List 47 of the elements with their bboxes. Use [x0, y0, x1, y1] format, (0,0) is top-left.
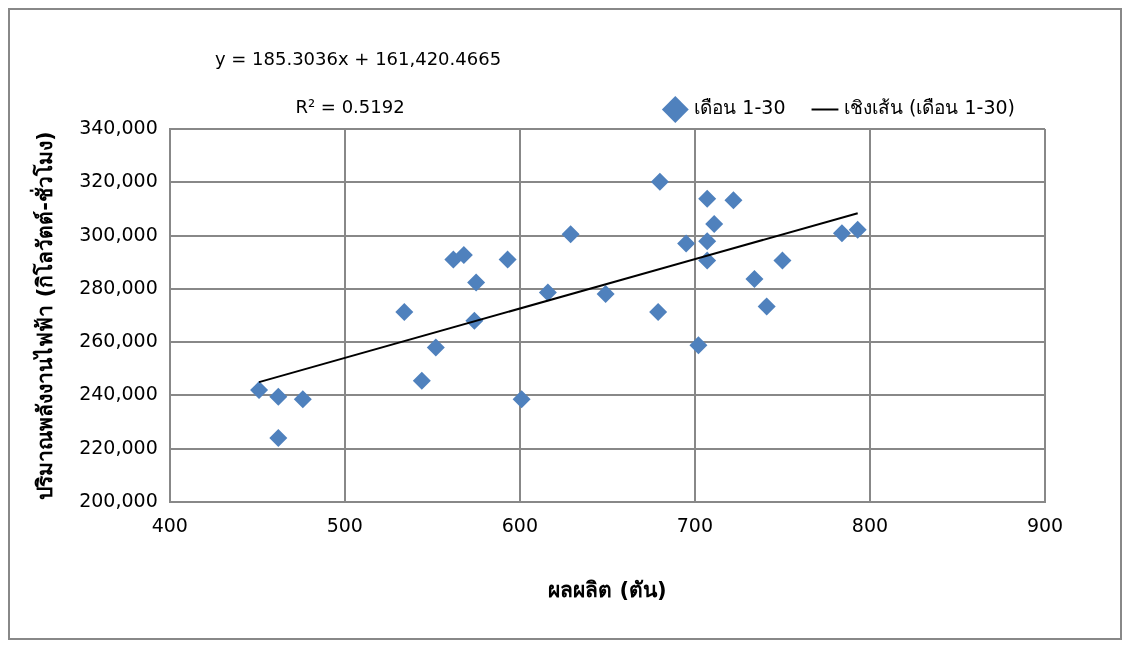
point: [848, 220, 867, 239]
point: [395, 303, 414, 322]
legend-label: เดือน 1-30: [694, 96, 786, 119]
y-axis-title: ปริมาณพลังงานไฟฟ้า (กิโลวัตต์-ชั่วโมง): [29, 131, 58, 500]
point: [773, 251, 792, 270]
y-tick-label: 220,000: [79, 435, 158, 458]
point: [512, 390, 531, 409]
point: [698, 189, 717, 208]
point: [705, 215, 724, 234]
x-tick-label: 400: [151, 514, 188, 537]
point: [650, 172, 669, 191]
point: [412, 371, 431, 390]
y-tick-label: 200,000: [79, 488, 158, 511]
legend-label: เชิงเส้น (เดือน 1-30): [843, 96, 1016, 119]
x-tick-label: 500: [326, 514, 363, 537]
y-tick-label: 320,000: [79, 169, 158, 192]
point: [293, 390, 312, 409]
point: [596, 284, 615, 303]
text: y = 185.3036x + 161,420.4665: [214, 47, 502, 69]
y-tick-label: 240,000: [79, 382, 158, 405]
x-tick-label: 600: [501, 514, 538, 537]
point: [561, 225, 580, 244]
x-tick-label: 700: [676, 514, 714, 537]
y-tick-label: 260,000: [79, 329, 158, 352]
x-tick-label: 800: [851, 514, 889, 537]
x-axis-title: ผลผลิต (ตัน): [548, 577, 667, 602]
point: [538, 283, 557, 302]
y-tick-label: 280,000: [79, 275, 158, 298]
point: [498, 250, 517, 269]
text: R² = 0.5192: [295, 95, 405, 117]
point: [698, 232, 717, 251]
point: [454, 246, 473, 265]
point: [832, 224, 851, 243]
point: [677, 234, 696, 253]
point: [467, 273, 486, 292]
point: [250, 381, 269, 400]
point: [649, 303, 668, 322]
point: [724, 191, 743, 210]
x-tick-label: 900: [1026, 514, 1064, 537]
point: [757, 297, 776, 316]
point: [426, 338, 445, 357]
point: [269, 387, 288, 406]
y-tick-label: 340,000: [79, 115, 158, 138]
y-tick-label: 300,000: [79, 222, 158, 245]
point: [269, 429, 288, 448]
point: [689, 336, 708, 355]
point: [745, 270, 764, 288]
